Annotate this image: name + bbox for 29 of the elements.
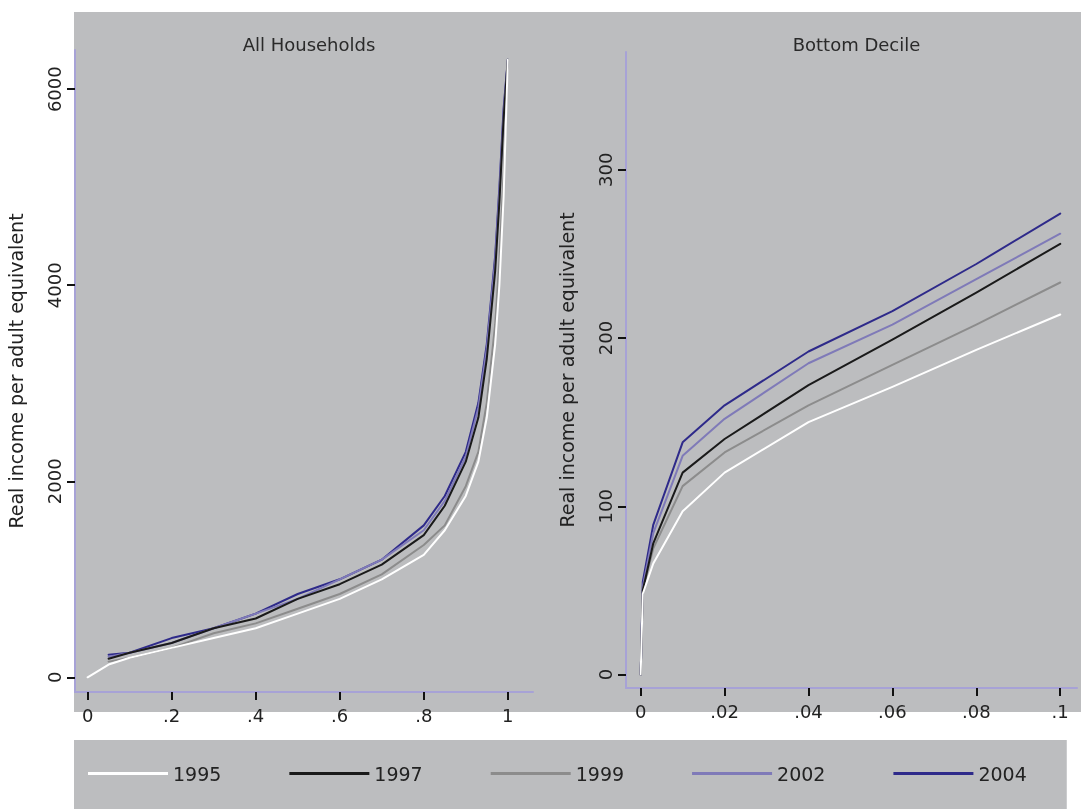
y-tick-label: 0 xyxy=(594,668,616,681)
legend-label: 1995 xyxy=(173,762,222,785)
y-tick-label: 0 xyxy=(43,671,65,684)
legend-label: 1997 xyxy=(374,762,423,785)
y-axis-title: Real income per adult equivalent xyxy=(4,213,27,529)
x-tick-label: .06 xyxy=(878,700,907,722)
x-tick-label: 0 xyxy=(634,700,647,722)
x-tick-label: .6 xyxy=(331,704,349,726)
y-tick-label: 6000 xyxy=(43,66,65,113)
y-tick-label: 200 xyxy=(594,320,616,356)
y-tick-label: 100 xyxy=(594,489,616,524)
chart-title: All Households xyxy=(242,33,376,55)
x-tick-label: .1 xyxy=(1051,700,1069,722)
x-tick-label: .2 xyxy=(163,704,181,726)
x-tick-label: .8 xyxy=(415,704,433,726)
x-tick-label: .08 xyxy=(961,700,991,722)
y-tick-label: 300 xyxy=(594,152,616,187)
x-tick-label: .02 xyxy=(710,700,739,722)
chart-title: Bottom Decile xyxy=(792,33,921,55)
legend-label: 2002 xyxy=(777,762,826,785)
x-tick-label: 1 xyxy=(502,704,514,726)
y-tick-label: 4000 xyxy=(43,262,65,309)
legend-label: 2004 xyxy=(978,762,1027,785)
y-tick-label: 2000 xyxy=(43,458,65,505)
x-tick-label: .4 xyxy=(247,704,265,726)
x-tick-label: .04 xyxy=(794,700,823,722)
x-tick-label: 0 xyxy=(81,704,94,726)
legend-label: 1999 xyxy=(575,762,625,785)
y-axis-title: Real income per adult equivalent xyxy=(555,212,578,528)
